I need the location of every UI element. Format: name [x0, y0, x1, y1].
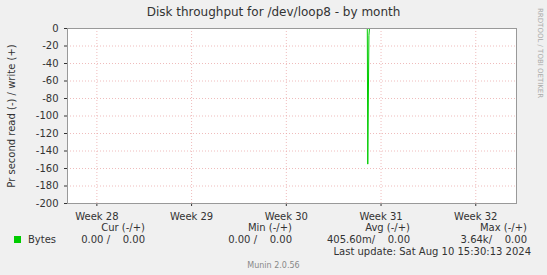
svg-text:Week 31: Week 31: [359, 211, 402, 220]
svg-text:Pr second read (-) / write (+): Pr second read (-) / write (+): [6, 44, 17, 187]
html-text:3.64k/ 0.00: 3.64k/ 0.00: [460, 234, 527, 245]
svg-text:Week 30: Week 30: [265, 211, 308, 220]
svg-text:-80: -80: [42, 93, 58, 104]
html-text:405.60m/ 0.00: 405.60m/ 0.00: [326, 234, 410, 245]
svg-text:Week 32: Week 32: [454, 211, 497, 220]
html-text:Cur (-/+): Cur (-/+): [101, 222, 145, 233]
svg-text:-140: -140: [36, 145, 59, 156]
html-text:0.00 / 0.00: 0.00 / 0.00: [228, 234, 292, 245]
svg-text:Week 28: Week 28: [75, 211, 118, 220]
svg-text:-20: -20: [42, 40, 58, 51]
svg-text:0: 0: [52, 23, 58, 34]
html-text:Max (-/+): Max (-/+): [480, 222, 527, 233]
html-text:Avg (-/+): Avg (-/+): [365, 222, 410, 233]
svg-text:-180: -180: [36, 180, 59, 191]
svg-text:Week 29: Week 29: [170, 211, 213, 220]
html-text:Munin 2.0.56: Munin 2.0.56: [247, 261, 300, 270]
html-text:Min (-/+): Min (-/+): [247, 222, 292, 233]
svg-text:-120: -120: [36, 128, 59, 139]
html-text:Disk throughput for /dev/loop8: Disk throughput for /dev/loop8 - by mont…: [146, 5, 401, 19]
html-text:0.00 / 0.00: 0.00 / 0.00: [81, 234, 145, 245]
svg-text:-160: -160: [36, 163, 59, 174]
html-text:RRDTOOL / TOBI OETIKER: RRDTOOL / TOBI OETIKER: [536, 8, 544, 99]
svg-text:-60: -60: [42, 75, 58, 86]
html-text:Last update: Sat Aug 10 15:30:: Last update: Sat Aug 10 15:30:13 2024: [333, 246, 531, 257]
svg-text:-100: -100: [36, 110, 59, 121]
html-text:Bytes: Bytes: [28, 234, 57, 245]
svg-text:-200: -200: [36, 198, 59, 209]
svg-text:-40: -40: [42, 58, 58, 69]
